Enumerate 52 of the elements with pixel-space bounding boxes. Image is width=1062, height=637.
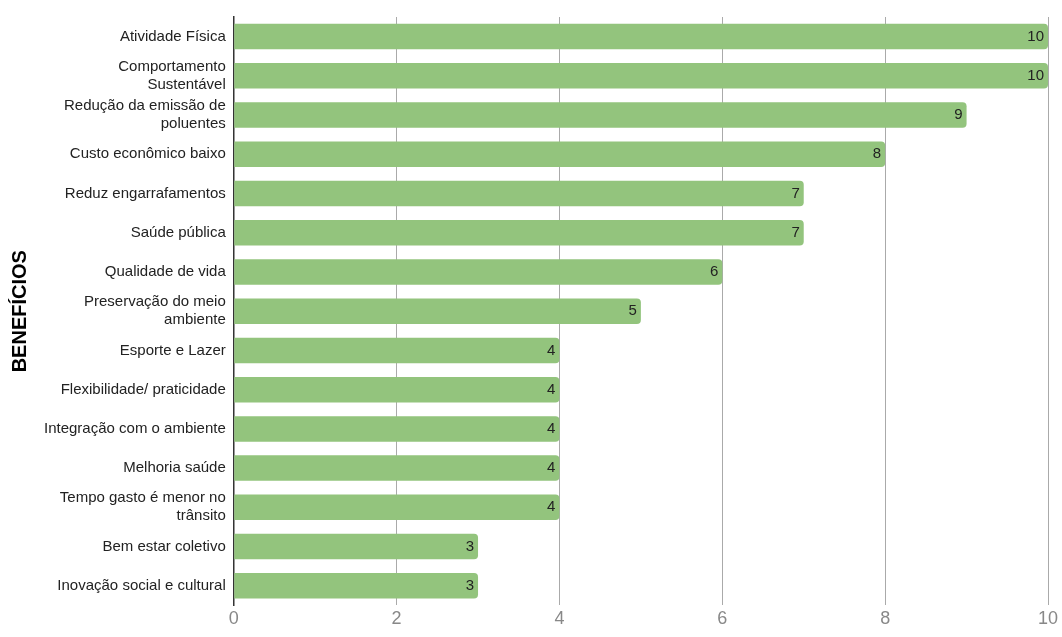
bar bbox=[234, 573, 479, 599]
y-tick-label: Flexibilidade/ praticidade bbox=[60, 379, 226, 397]
data-label: 5 bbox=[628, 301, 637, 319]
x-tick-label: 0 bbox=[228, 608, 239, 629]
bar bbox=[234, 180, 804, 207]
y-tick-label: Bem estar coletivo bbox=[102, 536, 226, 554]
y-tick-label: Reduz engarrafamentos bbox=[64, 183, 226, 201]
data-label: 9 bbox=[954, 105, 963, 123]
y-tick-label: Melhoria saúde bbox=[123, 458, 226, 476]
bar bbox=[234, 533, 479, 560]
y-tick-label: Integração com o ambiente bbox=[43, 419, 226, 437]
data-label: 4 bbox=[547, 458, 556, 476]
bar bbox=[234, 455, 560, 481]
bar bbox=[234, 23, 1048, 50]
bar bbox=[234, 220, 804, 246]
y-tick-label: Custo econômico baixo bbox=[69, 144, 226, 162]
data-label: 4 bbox=[547, 497, 556, 515]
x-tick-label: 10 bbox=[1037, 608, 1059, 629]
x-tick-label: 8 bbox=[880, 608, 891, 629]
y-tick-label: Qualidade de vida bbox=[104, 262, 227, 280]
data-label: 4 bbox=[547, 379, 556, 397]
y-tick-label: Esporte e Lazer bbox=[119, 340, 226, 358]
data-label: 10 bbox=[1027, 26, 1044, 44]
bar bbox=[234, 63, 1048, 89]
bar bbox=[234, 298, 641, 324]
y-tick-label: Saúde pública bbox=[130, 222, 227, 240]
data-label: 8 bbox=[872, 144, 882, 162]
y-tick-label: Comportamento Sustentável bbox=[118, 56, 226, 92]
bar bbox=[234, 259, 723, 285]
data-label: 7 bbox=[791, 222, 800, 240]
x-tick-label: 6 bbox=[717, 608, 728, 629]
bar bbox=[234, 376, 560, 403]
y-tick-label: Tempo gasto é menor no trânsito bbox=[59, 488, 226, 524]
y-tick-label: Preservação do meio ambiente bbox=[84, 292, 226, 328]
y-tick-label: Inovação social e cultural bbox=[57, 575, 226, 593]
y-axis-title: BENEFÍCIOS bbox=[7, 250, 30, 373]
data-label: 3 bbox=[465, 575, 475, 593]
x-tick-label: 4 bbox=[554, 608, 565, 629]
bar bbox=[234, 102, 967, 128]
bar bbox=[234, 141, 886, 168]
data-label: 4 bbox=[547, 419, 556, 437]
y-tick-label: Atividade Física bbox=[119, 26, 227, 44]
data-label: 6 bbox=[709, 262, 719, 280]
y-tick-label: Redução da emissão de poluentes bbox=[63, 96, 226, 132]
data-label: 7 bbox=[791, 183, 800, 201]
bar bbox=[234, 337, 560, 364]
bar bbox=[234, 416, 560, 442]
data-label: 4 bbox=[547, 340, 556, 358]
x-tick-label: 2 bbox=[391, 608, 402, 629]
data-label: 10 bbox=[1027, 65, 1044, 83]
bar bbox=[234, 494, 560, 521]
data-label: 3 bbox=[465, 536, 475, 554]
